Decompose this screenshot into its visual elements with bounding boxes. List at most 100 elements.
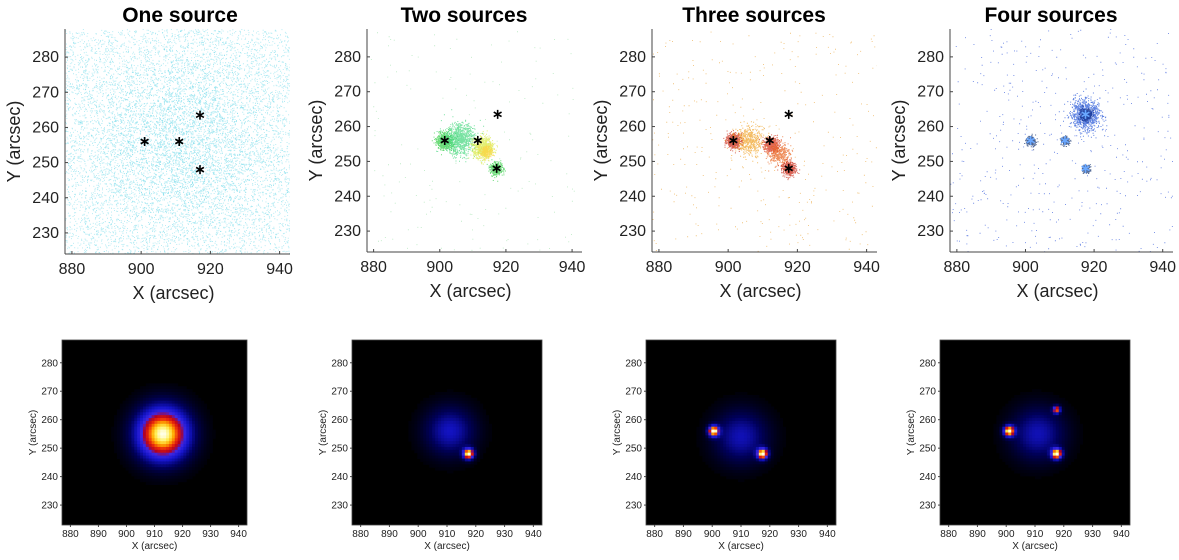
x-tick-label: 920 bbox=[1081, 259, 1108, 276]
y-tick-label: 270 bbox=[334, 84, 361, 101]
x-tick-label: 890 bbox=[90, 529, 107, 540]
image-panel-2: 880 890 900 910 920 930 940 230 240 250 260 270 280 X… bbox=[318, 339, 543, 552]
x-axis-label: X (arcsec) bbox=[132, 541, 178, 552]
x-tick-label: 910 bbox=[1027, 529, 1044, 540]
scatter-panel-1: 880 900 920 940 230 240 250 260 270 280 X (arcsec)… bbox=[4, 29, 293, 303]
scatter-panel-2: 880 900 920 940 230 240 250 260 270 280 X (arcsec)… bbox=[306, 29, 586, 301]
x-tick-label: 880 bbox=[646, 529, 663, 540]
y-tick-label: 230 bbox=[625, 501, 642, 512]
y-tick-label: 260 bbox=[917, 119, 944, 136]
x-tick-label: 930 bbox=[496, 529, 513, 540]
y-tick-label: 230 bbox=[32, 225, 59, 242]
panel-title-four-sources: Four sources bbox=[984, 4, 1117, 27]
image-panel-1: 880 890 900 910 920 930 940 230 240 250 260 270 280 X… bbox=[28, 339, 248, 552]
x-tick-label: 940 bbox=[853, 259, 880, 276]
x-tick-label: 920 bbox=[467, 529, 484, 540]
y-tick-label: 240 bbox=[41, 472, 58, 483]
y-tick-label: 240 bbox=[625, 472, 642, 483]
y-tick-label: 280 bbox=[625, 358, 642, 369]
scatter-panel-3: 880 900 920 940 230 240 250 260 270 280 X (arcsec)… bbox=[591, 29, 880, 301]
x-tick-label: 900 bbox=[1012, 259, 1039, 276]
scatter-panel-4: 880 900 920 940 230 240 250 260 270 280 X (arcsec)… bbox=[889, 29, 1176, 301]
y-axis-label: Y (arcsec) bbox=[28, 410, 39, 455]
y-tick-label: 280 bbox=[917, 49, 944, 66]
y-tick-label: 280 bbox=[334, 49, 361, 66]
source-marker-3 bbox=[784, 109, 794, 119]
x-tick-label: 880 bbox=[352, 529, 369, 540]
source-marker-4 bbox=[195, 165, 205, 175]
y-tick-label: 270 bbox=[32, 84, 59, 101]
image-panel-4: 880 890 900 910 920 930 940 230 240 250 260 270 280 X… bbox=[906, 339, 1131, 552]
x-tick-label: 900 bbox=[128, 261, 155, 278]
x-axis-label: X (arcsec) bbox=[719, 281, 801, 301]
y-tick-label: 270 bbox=[919, 387, 936, 398]
y-tick-label: 270 bbox=[917, 84, 944, 101]
y-axis-label: Y (arcsec) bbox=[889, 100, 909, 182]
photon-dots bbox=[65, 29, 290, 254]
y-tick-label: 280 bbox=[32, 49, 59, 66]
y-tick-label: 250 bbox=[41, 444, 58, 455]
x-tick-label: 880 bbox=[944, 259, 971, 276]
x-tick-label: 920 bbox=[197, 261, 224, 278]
y-tick-label: 230 bbox=[619, 223, 646, 240]
y-tick-label: 230 bbox=[919, 501, 936, 512]
x-tick-label: 910 bbox=[439, 529, 456, 540]
image-panel-3: 880 890 900 910 920 930 940 230 240 250 260 270 280 X… bbox=[612, 339, 837, 552]
y-tick-label: 240 bbox=[331, 472, 348, 483]
y-tick-label: 240 bbox=[334, 188, 361, 205]
x-tick-label: 900 bbox=[118, 529, 135, 540]
source-marker-1 bbox=[729, 136, 738, 145]
y-tick-label: 280 bbox=[41, 358, 58, 369]
y-axis-label: Y (arcsec) bbox=[906, 410, 917, 455]
x-tick-label: 920 bbox=[174, 529, 191, 540]
x-tick-label: 940 bbox=[1149, 259, 1176, 276]
source-marker-3 bbox=[195, 110, 205, 120]
x-tick-label: 880 bbox=[646, 259, 673, 276]
panel-title-one-source: One source bbox=[122, 4, 238, 27]
x-tick-label: 940 bbox=[1113, 529, 1130, 540]
y-axis-label: Y (arcsec) bbox=[4, 101, 24, 183]
x-tick-label: 880 bbox=[62, 529, 79, 540]
x-tick-label: 930 bbox=[1084, 529, 1101, 540]
x-axis-label: X (arcsec) bbox=[1016, 281, 1098, 301]
image-pixels bbox=[993, 389, 1083, 480]
x-tick-label: 880 bbox=[360, 259, 387, 276]
x-axis-label: X (arcsec) bbox=[429, 281, 511, 301]
y-tick-label: 260 bbox=[334, 119, 361, 136]
source-marker-4 bbox=[784, 163, 794, 173]
x-tick-label: 940 bbox=[819, 529, 836, 540]
y-tick-label: 230 bbox=[334, 223, 361, 240]
x-tick-label: 900 bbox=[410, 529, 427, 540]
y-tick-label: 280 bbox=[919, 358, 936, 369]
photon-dots bbox=[652, 31, 877, 252]
x-tick-label: 890 bbox=[381, 529, 398, 540]
x-tick-label: 920 bbox=[493, 259, 520, 276]
source-marker-2 bbox=[174, 137, 184, 146]
y-axis-label: Y (arcsec) bbox=[306, 100, 326, 182]
y-tick-label: 280 bbox=[331, 358, 348, 369]
y-axis-label: Y (arcsec) bbox=[318, 410, 329, 455]
source-marker-4 bbox=[1081, 163, 1090, 173]
source-marker-2 bbox=[473, 136, 483, 145]
source-marker-3 bbox=[493, 109, 502, 119]
y-tick-label: 250 bbox=[32, 155, 59, 172]
x-tick-label: 920 bbox=[761, 529, 778, 540]
y-tick-label: 250 bbox=[625, 444, 642, 455]
photon-dots bbox=[950, 29, 1173, 252]
x-tick-label: 880 bbox=[59, 261, 86, 278]
source-marker-2 bbox=[765, 136, 774, 145]
source-marker-2 bbox=[1060, 136, 1070, 145]
x-tick-label: 920 bbox=[784, 259, 811, 276]
x-tick-label: 940 bbox=[266, 261, 293, 278]
x-tick-label: 940 bbox=[559, 259, 586, 276]
y-tick-label: 260 bbox=[625, 415, 642, 426]
y-tick-label: 250 bbox=[917, 153, 944, 170]
y-tick-label: 260 bbox=[32, 119, 59, 136]
x-axis-label: X (arcsec) bbox=[718, 541, 764, 552]
y-tick-label: 250 bbox=[619, 153, 646, 170]
x-axis-label: X (arcsec) bbox=[424, 541, 470, 552]
x-axis-label: X (arcsec) bbox=[132, 283, 214, 303]
image-pixels bbox=[111, 383, 216, 486]
y-tick-label: 270 bbox=[625, 387, 642, 398]
